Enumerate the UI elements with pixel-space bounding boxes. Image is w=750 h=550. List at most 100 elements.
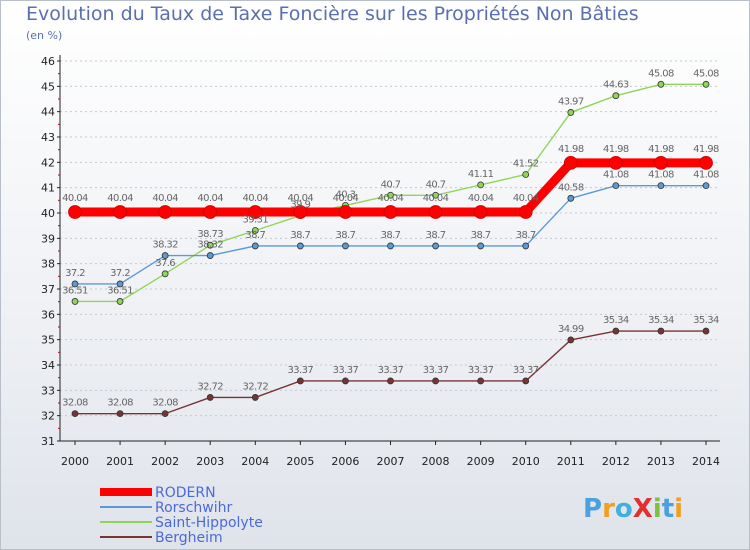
data-point (522, 377, 530, 385)
data-label: 33.37 (423, 365, 449, 376)
data-point (251, 242, 259, 250)
data-label: 40.04 (107, 193, 133, 204)
data-label: 38.7 (381, 230, 401, 241)
data-label: 35.34 (603, 315, 629, 326)
x-axis-ticks: 2000 2001 2002 2003 2004 2005 2006 2007 2008 2009… (61, 441, 720, 468)
data-point (158, 205, 173, 219)
data-point (702, 327, 710, 335)
data-point (113, 205, 127, 219)
data-label: 32.08 (62, 398, 88, 409)
data-label: 40.58 (558, 182, 584, 193)
data-label: 45.08 (648, 68, 674, 79)
data-label: 39.9 (290, 200, 310, 211)
data-label: 40.04 (378, 193, 404, 204)
y-tick-label: 36 (41, 308, 55, 321)
data-label: 38.7 (245, 230, 265, 241)
data-point (432, 377, 439, 385)
y-tick-label: 39 (41, 232, 55, 245)
data-point (477, 181, 485, 189)
logo-letter: X (633, 494, 653, 524)
logo-letter: t (662, 494, 674, 524)
data-label: 41.11 (468, 169, 494, 180)
data-point (251, 227, 259, 234)
data-label: 40.04 (513, 193, 539, 204)
data-point (71, 280, 79, 288)
data-point (296, 377, 304, 385)
data-point (432, 191, 439, 199)
data-point (702, 80, 710, 88)
data-label: 37.2 (65, 268, 85, 279)
data-label: 44.63 (603, 80, 629, 91)
data-label: 41.98 (603, 144, 629, 155)
data-label: 41.98 (648, 144, 674, 155)
logo-letter: i (674, 494, 683, 524)
legend-item-rorschwihr: Rorschwihr (100, 500, 232, 516)
y-tick-label: 32 (41, 410, 55, 423)
data-label: 38.7 (335, 230, 355, 241)
data-label: 40.04 (197, 193, 223, 204)
data-point (567, 194, 575, 202)
data-point (161, 410, 169, 418)
data-label: 33.37 (468, 365, 494, 376)
data-point (251, 394, 259, 401)
y-tick-label: 31 (41, 435, 55, 448)
data-label: 32.08 (107, 398, 133, 409)
data-point (518, 205, 533, 219)
data-label: 41.08 (648, 170, 674, 181)
data-labels-layer: 32.08 32.08 32.08 32.72 32.72 33.37 33.37 33.37… (62, 68, 719, 408)
data-label: 40.04 (423, 193, 449, 204)
data-point (296, 242, 304, 250)
data-point (206, 241, 214, 249)
legend-label: Rorschwihr (155, 500, 232, 516)
series-rorschwihr (71, 182, 710, 288)
legend-label: Bergheim (155, 530, 223, 546)
data-point (161, 252, 169, 259)
x-tick-label: 2009 (467, 455, 495, 468)
data-point (387, 377, 394, 385)
data-label: 36.51 (107, 285, 133, 296)
data-label: 33.37 (513, 365, 539, 376)
x-tick-label: 2001 (106, 455, 134, 468)
data-point (699, 155, 713, 170)
legend-item-saint-hippolyte: Saint-Hippolyte (100, 515, 263, 531)
data-point (387, 242, 394, 250)
data-point (116, 298, 124, 305)
data-label: 38.32 (197, 240, 223, 251)
data-point (338, 205, 353, 219)
data-label: 40.04 (242, 193, 268, 204)
x-tick-label: 2002 (151, 455, 179, 468)
data-point (657, 182, 665, 190)
data-point (68, 205, 82, 219)
y-tick-label: 42 (41, 156, 55, 169)
data-point (657, 327, 665, 335)
data-label: 38.7 (426, 230, 446, 241)
x-tick-label: 2003 (196, 455, 224, 468)
data-point (387, 191, 394, 199)
y-tick-label: 46 (41, 55, 55, 68)
data-point (342, 377, 349, 385)
data-label: 33.37 (288, 365, 314, 376)
data-point (608, 155, 623, 170)
data-label: 45.08 (693, 68, 719, 79)
data-label: 40.04 (62, 193, 88, 204)
y-tick-label: 37 (41, 283, 55, 296)
data-point (563, 155, 578, 170)
data-label: 40.04 (152, 193, 178, 204)
series-layer (68, 80, 713, 418)
data-point (293, 205, 308, 219)
x-tick-label: 2000 (61, 455, 89, 468)
data-point (567, 109, 575, 116)
y-axis-ticks: 31 32 33 34 35 36 37 38 39 40 41 42 43 44 45 46 (41, 55, 60, 448)
data-label: 37.6 (155, 258, 175, 269)
data-label: 38.32 (152, 240, 178, 251)
x-tick-label: 2010 (512, 455, 540, 468)
data-point (71, 298, 79, 305)
data-point (206, 394, 214, 401)
logo-letter: P (583, 494, 602, 524)
data-label: 40.7 (426, 179, 446, 190)
y-tick-label: 43 (41, 131, 55, 144)
data-label: 38.7 (516, 230, 536, 241)
data-label: 40.04 (288, 193, 314, 204)
data-label: 41.52 (513, 158, 539, 169)
